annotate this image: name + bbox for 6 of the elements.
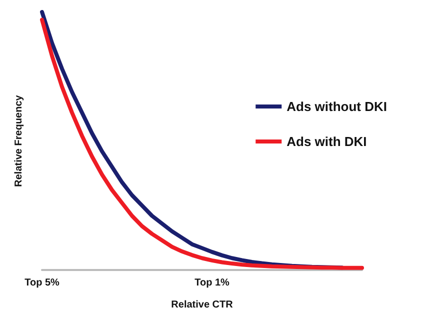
x-axis-title: Relative CTR [171, 300, 234, 310]
y-axis-title: Relative Frequency [14, 94, 24, 187]
legend-label: Ads without DKI [286, 99, 388, 114]
x-tick-label: Top 5% [24, 278, 60, 288]
x-tick-label: Top 1% [194, 278, 230, 288]
legend-label: Ads with DKI [286, 134, 367, 149]
